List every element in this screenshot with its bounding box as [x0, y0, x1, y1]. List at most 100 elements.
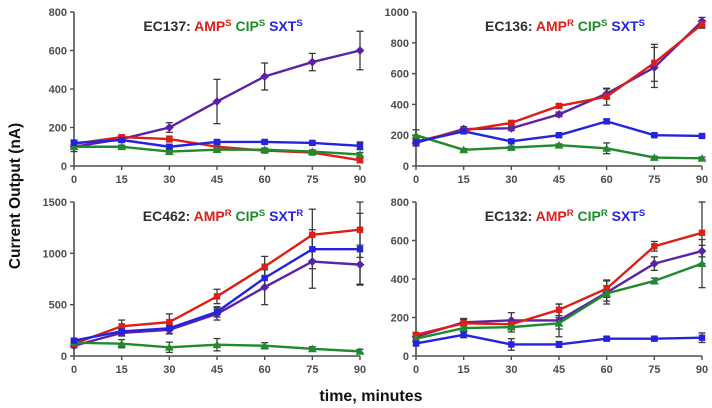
- panel-title: EC137: AMPS CIPS SXTS: [143, 18, 302, 34]
- x-tick-label: 75: [648, 174, 660, 186]
- x-tick-label: 15: [458, 364, 470, 376]
- marker-no-antibiotic-control: [554, 110, 564, 119]
- marker-CIP: [212, 340, 222, 349]
- marker-SXT: [166, 325, 173, 332]
- marker-SXT: [309, 139, 316, 147]
- y-axis-label: Current Output (nA): [7, 122, 24, 270]
- marker-SXT: [309, 246, 316, 253]
- marker-AMP: [555, 102, 563, 110]
- x-tick-label: 45: [211, 174, 223, 186]
- marker-CIP: [506, 322, 516, 331]
- marker-CIP: [554, 319, 564, 327]
- x-tick-label: 45: [553, 364, 565, 376]
- marker-CIP: [459, 145, 469, 154]
- marker-CIP: [411, 334, 421, 343]
- y-tick-label: 1000: [43, 248, 67, 260]
- marker-AMP: [651, 59, 658, 67]
- y-tick-label: 800: [49, 7, 67, 19]
- marker-SXT: [356, 142, 364, 149]
- marker-CIP: [355, 150, 365, 158]
- series-line-no-antibiotic-control: [415, 20, 703, 145]
- marker-SXT: [508, 341, 515, 348]
- marker-AMP: [698, 229, 706, 236]
- x-tick-label: 60: [601, 174, 613, 186]
- marker-CIP: [649, 153, 659, 161]
- marker-no-antibiotic-control: [260, 72, 270, 81]
- panel-EC462: 0 500 1000 1500 0 15 30 45 60 75 90 EC462: AMPR CIP…: [43, 197, 367, 376]
- x-tick-label: 30: [505, 174, 517, 186]
- marker-SXT: [261, 138, 268, 146]
- marker-no-antibiotic-control: [649, 259, 659, 268]
- x-tick-label: 0: [71, 364, 77, 376]
- marker-AMP: [356, 157, 364, 164]
- marker-CIP: [117, 142, 127, 151]
- marker-CIP: [602, 144, 612, 152]
- marker-SXT: [460, 331, 467, 339]
- x-tick-label: 0: [413, 364, 419, 376]
- x-tick-label: 60: [259, 174, 271, 186]
- marker-AMP: [356, 226, 364, 233]
- marker-CIP: [355, 347, 365, 355]
- series-line-SXT: [415, 120, 703, 144]
- marker-SXT: [412, 138, 420, 146]
- y-tick-label: 600: [49, 46, 67, 58]
- panel-EC137: 0 200 400 600 800 0 15 30 45 60 75 90 EC137: AMPS CI…: [49, 7, 366, 186]
- x-tick-label: 60: [259, 364, 271, 376]
- marker-CIP: [307, 344, 317, 353]
- y-tick-label: 400: [391, 274, 409, 286]
- marker-SXT: [508, 138, 515, 145]
- x-tick-label: 90: [354, 364, 366, 376]
- panel-grid: 0 200 400 600 800 0 15 30 45 60 75 90 EC137: AMPS CI…: [28, 0, 712, 380]
- x-axis-label: time, minutes: [319, 388, 423, 405]
- series-line-AMP: [415, 23, 703, 143]
- x-tick-label: 30: [163, 174, 175, 186]
- x-tick-label: 60: [601, 364, 613, 376]
- x-tick-label: 0: [413, 174, 419, 186]
- marker-SXT: [213, 308, 221, 316]
- marker-CIP: [506, 143, 516, 151]
- panel-EC136: 0 200 400 600 800 1000 0 15 30 45 60 75 90 EC136: AMP…: [385, 7, 709, 186]
- marker-SXT: [698, 132, 706, 140]
- marker-AMP: [603, 285, 610, 292]
- y-tick-label: 400: [49, 84, 67, 96]
- x-tick-label: 75: [648, 364, 660, 376]
- marker-SXT: [213, 138, 221, 146]
- marker-AMP: [603, 93, 610, 100]
- marker-SXT: [698, 334, 706, 341]
- marker-SXT: [118, 136, 125, 144]
- marker-AMP: [651, 243, 658, 250]
- marker-no-antibiotic-control: [164, 123, 174, 132]
- y-tick-label: 200: [391, 130, 409, 142]
- marker-no-antibiotic-control: [697, 246, 707, 256]
- y-tick-label: 800: [391, 197, 409, 209]
- marker-CIP: [260, 145, 270, 154]
- x-tick-label: 45: [211, 364, 223, 376]
- y-tick-label: 0: [403, 161, 409, 173]
- y-tick-label: 0: [61, 351, 67, 363]
- marker-AMP: [555, 306, 563, 313]
- marker-AMP: [460, 320, 467, 327]
- marker-SXT: [651, 132, 658, 139]
- panel-title: EC462: AMPR CIPS SXTR: [143, 208, 304, 224]
- marker-SXT: [70, 139, 78, 147]
- x-tick-label: 15: [116, 174, 128, 186]
- y-tick-label: 400: [391, 99, 409, 111]
- marker-CIP: [164, 147, 174, 155]
- marker-AMP: [213, 293, 221, 300]
- marker-CIP: [697, 259, 707, 267]
- marker-SXT: [460, 128, 467, 135]
- marker-SXT: [555, 132, 563, 139]
- x-tick-label: 30: [505, 364, 517, 376]
- marker-AMP: [508, 119, 515, 127]
- marker-no-antibiotic-control: [355, 46, 365, 55]
- marker-CIP: [69, 142, 79, 151]
- y-tick-label: 800: [391, 38, 409, 50]
- y-tick-label: 1500: [43, 197, 67, 209]
- marker-CIP: [212, 145, 222, 154]
- x-tick-label: 90: [696, 174, 708, 186]
- marker-AMP: [166, 135, 173, 143]
- y-tick-label: 200: [49, 123, 67, 135]
- marker-SXT: [356, 246, 364, 253]
- marker-CIP: [307, 147, 317, 155]
